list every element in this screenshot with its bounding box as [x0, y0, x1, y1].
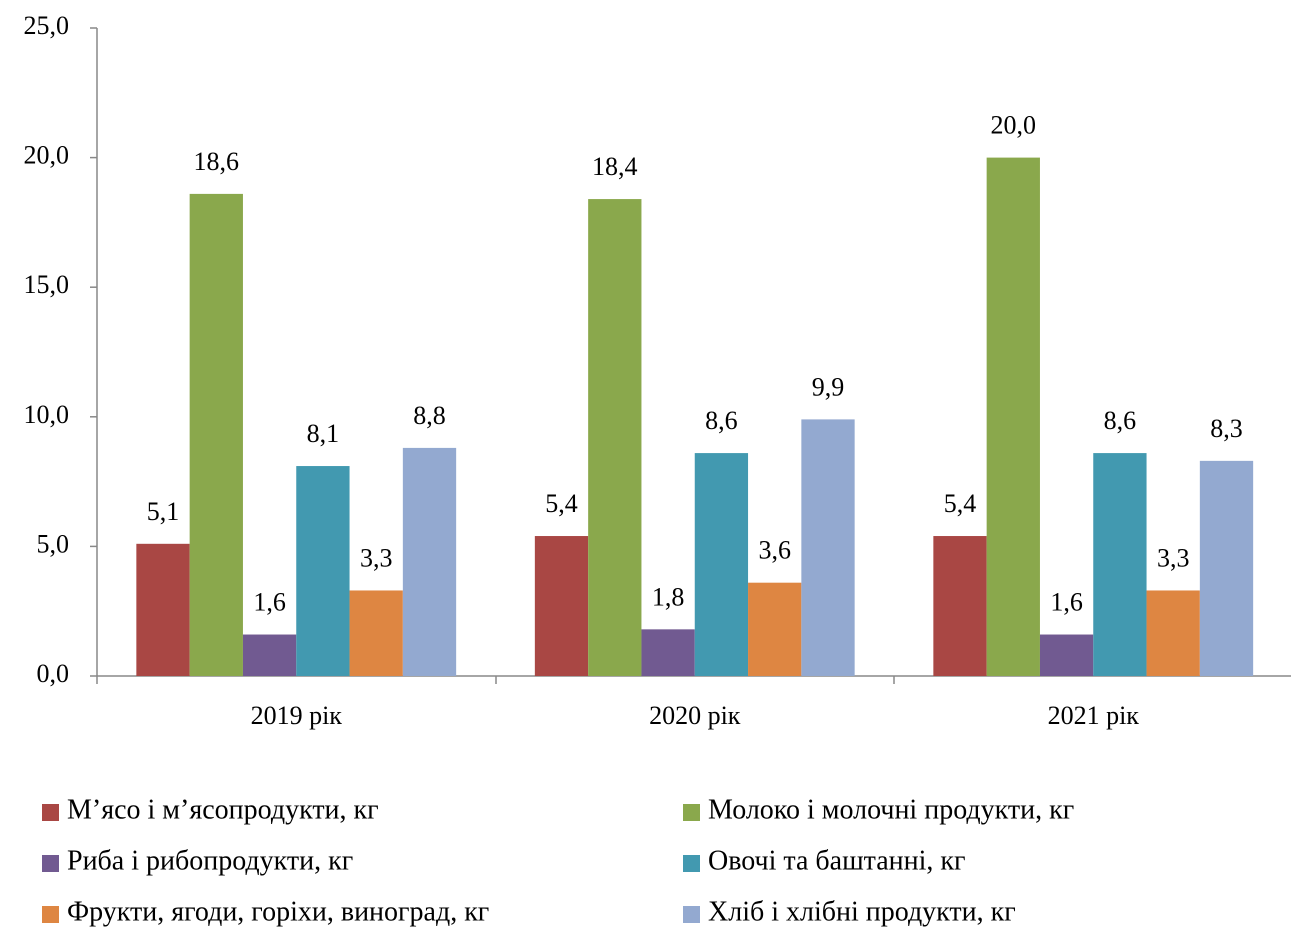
bar — [801, 419, 855, 676]
data-label: 20,0 — [991, 111, 1037, 140]
bar — [1199, 460, 1254, 676]
bar — [296, 466, 350, 676]
data-label: 5,4 — [545, 489, 578, 518]
legend-swatch — [42, 804, 59, 821]
bar — [748, 582, 802, 676]
y-tick-label: 0,0 — [37, 659, 70, 688]
y-tick-label: 5,0 — [37, 529, 70, 558]
data-label: 8,8 — [413, 401, 446, 430]
legend-swatch — [683, 804, 700, 821]
data-label: 1,8 — [652, 582, 685, 611]
data-label: 1,6 — [1050, 587, 1083, 616]
legend-label: Хліб і хлібні продукти, кг — [708, 896, 1016, 927]
bar — [694, 453, 749, 676]
y-tick-label: 10,0 — [24, 400, 70, 429]
data-label: 18,6 — [194, 147, 240, 176]
bar — [1146, 590, 1200, 676]
legend-label: Овочі та баштанні, кг — [708, 845, 965, 876]
bar — [136, 543, 190, 676]
data-label: 5,4 — [944, 489, 977, 518]
bar — [986, 157, 1040, 677]
x-tick-label: 2021 рік — [1048, 701, 1140, 730]
legend-label: Фрукти, ягоди, горіхи, виноград, кг — [67, 896, 489, 927]
data-label: 9,9 — [812, 372, 845, 401]
bar — [588, 199, 642, 676]
legend-label: Молоко і молочні продукти, кг — [708, 794, 1074, 825]
y-tick-label: 15,0 — [24, 270, 70, 299]
bar — [402, 447, 457, 676]
bar — [349, 590, 403, 676]
data-label: 18,4 — [592, 152, 638, 181]
data-label: 5,1 — [147, 497, 180, 526]
data-label: 3,3 — [1157, 543, 1190, 572]
data-label: 3,3 — [360, 543, 393, 572]
data-label: 1,6 — [253, 587, 286, 616]
data-label: 8,6 — [1104, 406, 1137, 435]
data-label: 8,6 — [705, 406, 738, 435]
bar — [933, 536, 987, 676]
y-tick-label: 25,0 — [24, 11, 70, 40]
legend-label: Риба і рибопродукти, кг — [67, 845, 353, 876]
y-tick-label: 20,0 — [24, 141, 70, 170]
bar — [1093, 453, 1147, 676]
legend-swatch — [683, 906, 700, 923]
x-tick-label: 2020 рік — [649, 701, 741, 730]
legend-swatch — [42, 855, 59, 872]
data-label: 8,3 — [1210, 414, 1243, 443]
bar — [534, 536, 589, 676]
x-tick-label: 2019 рік — [251, 701, 343, 730]
bar — [1039, 634, 1094, 676]
bar — [641, 629, 695, 676]
bar — [189, 193, 243, 676]
data-label: 3,6 — [758, 536, 791, 565]
data-label: 8,1 — [307, 419, 340, 448]
legend-label: М’ясо і м’ясопродукти, кг — [67, 794, 379, 825]
legend-swatch — [42, 906, 59, 923]
bar — [242, 634, 297, 676]
legend-swatch — [683, 855, 700, 872]
